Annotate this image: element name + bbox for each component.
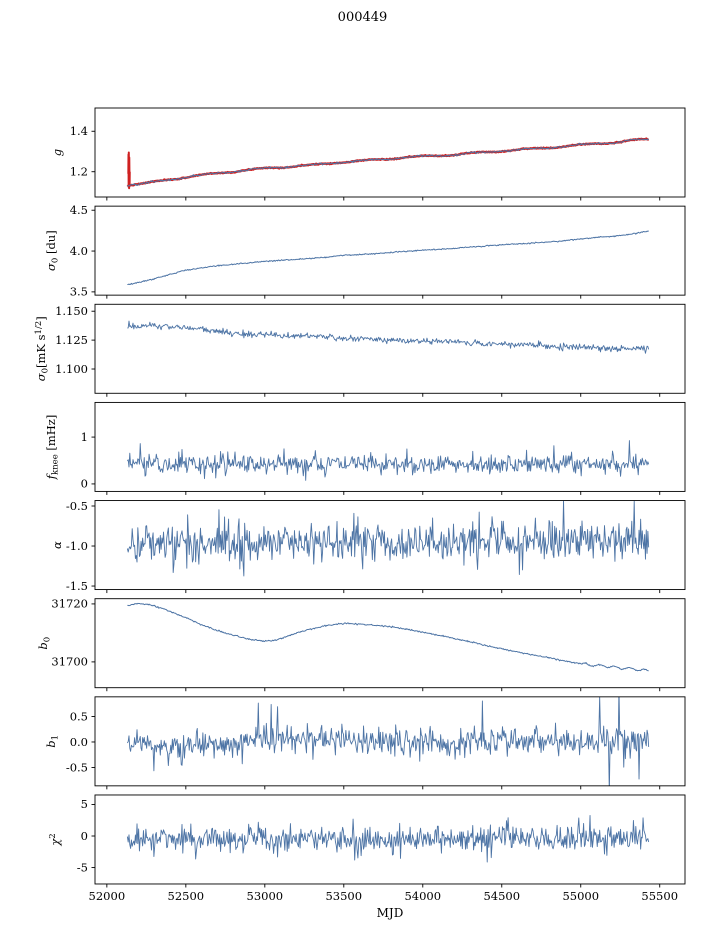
subplot-sigma0-du: 3.5 4.0 4.5 σ0 [du] — [44, 203, 686, 299]
y-axis-label: fknee [mHz] — [44, 415, 61, 481]
y-tick-label: -1.5 — [66, 579, 88, 593]
y-tick-label: 0 — [81, 477, 88, 491]
y-tick-label: 1.150 — [55, 304, 88, 318]
x-tick-label: 54500 — [483, 889, 520, 903]
subplot-fknee: 0 1 fknee [mHz] — [44, 401, 686, 495]
x-axis-label: MJD — [377, 906, 404, 920]
y-tick-label: 4.5 — [70, 203, 88, 217]
series-b0 — [127, 602, 649, 672]
x-tick-label: 53000 — [247, 889, 284, 903]
subplot-g: 1.2 1.4 g — [50, 107, 686, 201]
axes-frame — [94, 794, 686, 885]
y-axis-label: σ0[mK s1/2] — [34, 316, 51, 381]
axes-frame — [94, 696, 686, 787]
y-tick-label: 0.5 — [70, 709, 88, 723]
y-tick-label: 1.100 — [55, 362, 88, 376]
axes-frame — [94, 401, 686, 492]
y-axis-label: b1 — [44, 735, 61, 748]
y-tick-label: 31720 — [51, 597, 88, 611]
y-tick-label: 1.4 — [70, 124, 88, 138]
series-gain-fit-spike — [127, 151, 131, 190]
y-axis-label: α — [50, 541, 64, 549]
y-tick-label: 31700 — [51, 655, 88, 669]
y-tick-label: 5 — [81, 797, 88, 811]
x-tick-label: 52500 — [168, 889, 205, 903]
axes-frame — [94, 205, 686, 296]
x-tick-label: 55500 — [641, 889, 678, 903]
y-tick-label: 0 — [81, 829, 88, 843]
x-tick-label: 53500 — [325, 889, 362, 903]
y-axis-label: σ0 [du] — [44, 230, 61, 271]
subplot-b0: 31700 31720 b0 — [36, 597, 686, 692]
axes-frame — [94, 598, 686, 689]
y-tick-label: 1.2 — [70, 165, 88, 179]
series-sigma0-mks — [127, 320, 650, 354]
y-tick-label: 1 — [81, 430, 88, 444]
axes-frame — [94, 500, 686, 591]
x-tick-label: 55000 — [562, 889, 599, 903]
figure-title: 000449 — [337, 10, 388, 25]
series-alpha — [126, 500, 650, 577]
axes-frame — [94, 107, 686, 198]
y-tick-label: 0.0 — [70, 735, 88, 749]
axes-frame — [94, 303, 686, 394]
series-b1 — [126, 696, 650, 786]
series-gain-data-blue — [127, 138, 649, 187]
y-tick-label: -1.0 — [66, 539, 88, 553]
y-tick-label: 1.125 — [55, 333, 88, 347]
series-chi2 — [126, 815, 650, 863]
series-sigma0-du — [127, 230, 649, 286]
y-tick-label: 4.0 — [70, 244, 88, 258]
y-axis-label: b0 — [36, 637, 53, 650]
y-tick-label: -0.5 — [66, 760, 88, 774]
y-axis-label: χ2 — [48, 833, 62, 846]
subplot-b1: -0.5 0.0 0.5 b1 — [44, 696, 686, 790]
subplot-alpha: -0.5 -1.0 -1.5 α — [50, 499, 686, 594]
series-fknee — [126, 440, 650, 481]
y-tick-label: 3.5 — [70, 285, 88, 299]
x-tick-label: 52000 — [89, 889, 126, 903]
subplot-chi2: 52000 52500 53000 53500 54000 54500 55000 55500… — [48, 794, 686, 920]
x-tick-label: 54000 — [404, 889, 441, 903]
y-tick-label: -0.5 — [66, 499, 88, 513]
subplot-sigma0-mks: 1.100 1.125 1.150 σ0[mK s1/2] — [34, 303, 686, 397]
y-axis-label: g — [50, 149, 64, 156]
y-tick-label: -5 — [77, 860, 88, 874]
